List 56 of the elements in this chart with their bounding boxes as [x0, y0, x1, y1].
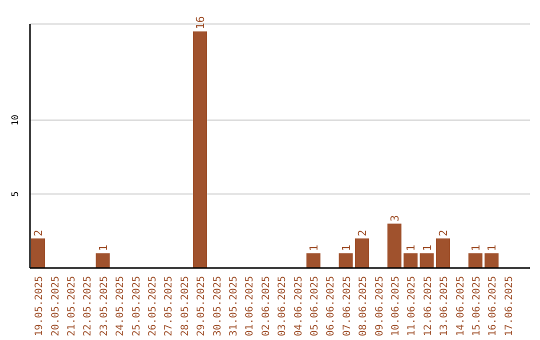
- data-label: 1: [469, 244, 482, 252]
- data-label: 2: [32, 230, 45, 236]
- x-tick-label: 02.06.2025: [260, 276, 272, 336]
- bar: [436, 238, 450, 268]
- bar: [420, 253, 434, 268]
- bar: [31, 238, 45, 268]
- x-tick-label: 23.05.2025: [98, 276, 110, 336]
- data-label: 3: [388, 215, 402, 222]
- x-tick-label: 22.05.2025: [82, 276, 94, 336]
- x-tick-label: 12.06.2025: [422, 276, 434, 336]
- data-label: 1: [420, 244, 434, 252]
- x-tick-label: 26.05.2025: [148, 276, 158, 336]
- y-tick-label: 10: [11, 114, 21, 126]
- x-tick-label: 16.06.2025: [488, 276, 499, 336]
- x-tick-label: 24.05.2025: [115, 276, 126, 336]
- x-tick-label: 08.06.2025: [358, 276, 370, 336]
- bar: [355, 238, 369, 268]
- x-tick-label: 10.06.2025: [390, 276, 402, 336]
- bar: [387, 224, 402, 268]
- x-tick-label: 25.05.2025: [131, 276, 142, 336]
- data-label: 2: [437, 230, 450, 236]
- x-tick-label: 21.05.2025: [66, 276, 78, 336]
- x-tick-label: 20.05.2025: [50, 276, 62, 336]
- bar: [484, 253, 499, 268]
- y-tick-label: 5: [11, 191, 21, 197]
- bar: [306, 253, 320, 268]
- x-tick-label: 07.06.2025: [342, 276, 353, 336]
- bar: [96, 253, 110, 268]
- x-tick-label: 30.05.2025: [212, 276, 224, 336]
- x-tick-label: 13.06.2025: [439, 276, 450, 336]
- x-tick-label: 01.06.2025: [244, 276, 256, 336]
- bar: [338, 253, 353, 268]
- x-tick-label: 06.06.2025: [326, 276, 337, 336]
- x-tick-label: 28.05.2025: [180, 276, 191, 336]
- x-tick-label: 09.06.2025: [374, 276, 386, 336]
- x-tick-label: 29.05.2025: [196, 276, 208, 336]
- x-tick-label: 11.06.2025: [406, 276, 418, 336]
- x-tick-label: 03.06.2025: [277, 276, 288, 336]
- data-label: 16: [194, 16, 207, 30]
- data-label: 1: [96, 244, 110, 252]
- x-tick-label: 04.06.2025: [293, 276, 304, 336]
- data-label: 1: [486, 244, 499, 252]
- x-tick-label: 27.05.2025: [164, 276, 175, 336]
- data-label: 2: [356, 230, 369, 236]
- data-label: 1: [307, 244, 320, 252]
- data-label: 1: [404, 244, 418, 252]
- x-tick-label: 14.06.2025: [455, 276, 466, 336]
- bar: [193, 31, 207, 268]
- x-tick-label: 17.06.2025: [504, 276, 515, 336]
- data-label: 1: [340, 244, 353, 252]
- x-tick-label: 31.05.2025: [228, 276, 240, 336]
- bar: [404, 253, 418, 268]
- x-tick-label: 15.06.2025: [472, 276, 482, 336]
- x-tick-label: 05.06.2025: [310, 276, 320, 336]
- bar: [468, 253, 482, 268]
- x-tick-label: 19.05.2025: [34, 276, 46, 336]
